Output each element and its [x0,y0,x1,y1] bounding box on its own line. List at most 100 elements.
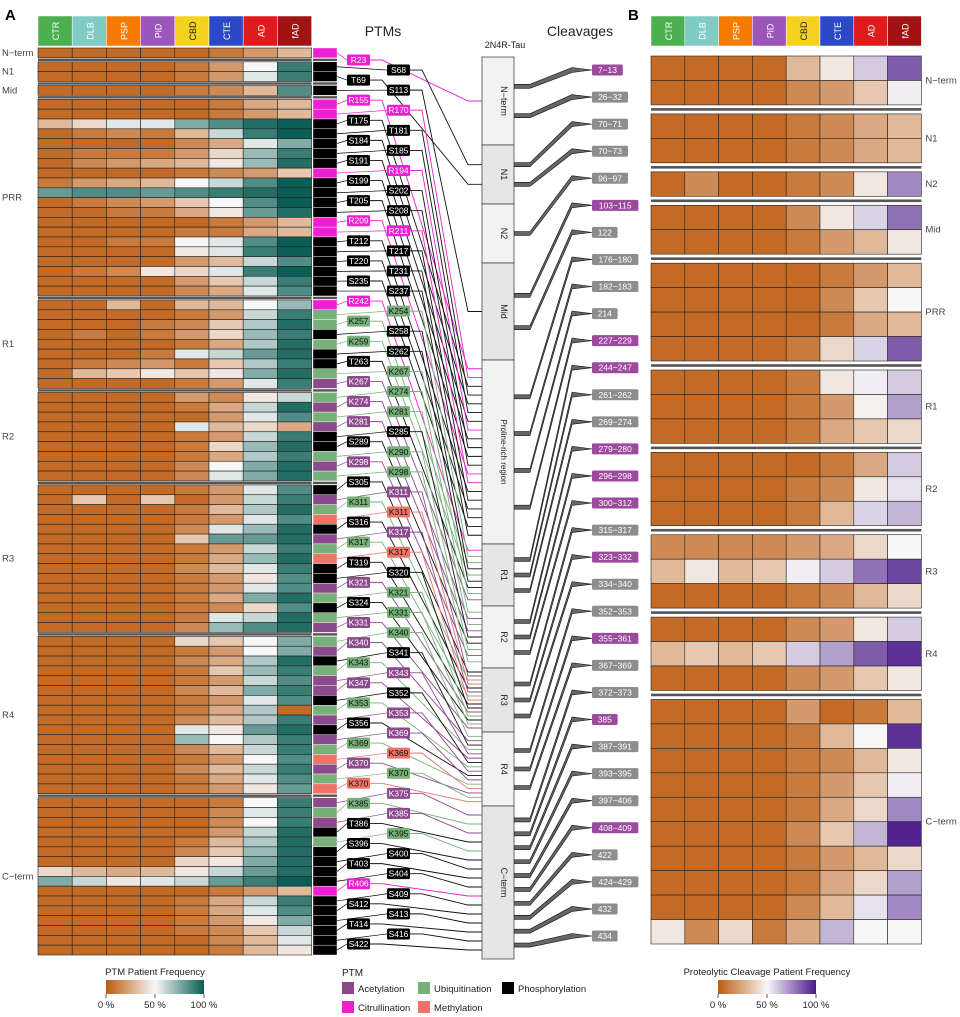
ptm-site-tag-bg [347,335,370,347]
panel-label-a: A [5,7,16,24]
ptm-heatmap-cell [174,905,210,916]
ptm-heatmap-cell [242,783,278,794]
ptm-heatmap-cell [242,128,278,139]
ptm-site-tag: R23 [347,54,370,66]
ptm-heatmap-cell [277,876,312,887]
ptm-strip-connector [336,501,348,510]
ptm-site-label: S68 [391,65,406,75]
ptm-type-strip-cell [312,925,338,936]
ptm-type-strip-cell [312,148,338,159]
cleavage-heatmap-cell [887,113,922,139]
cleavage-label: 408−409 [599,823,633,833]
ptm-strip-connector [336,531,388,540]
ptm-heatmap-cell [242,925,278,936]
ptm-heatmap-cell [208,431,244,442]
cleavage-heatmap-cell [684,476,719,502]
ptm-site-label: S316 [349,517,369,527]
ptm-heatmap-cell [71,935,107,946]
ptm-heatmap-cell [208,856,244,867]
ptm-heatmap-cell [37,944,73,956]
ptm-site-label: T205 [349,196,369,206]
cleavage-heatmap-cell [887,138,922,164]
ptm-heatmap-cell [71,256,107,267]
cleavage-label: 182−183 [599,282,633,292]
ptm-heatmap-cell [106,256,141,267]
ptm-heatmap-cell [174,533,210,545]
ptm-heatmap-cell [277,128,312,139]
ptm-site-tag-bg [387,325,410,337]
ptm-site-tag-bg [387,526,410,538]
ptm-heatmap-cell [71,636,107,647]
ptm-heatmap-cell [106,470,141,482]
ptm-protein-connector [410,591,482,717]
ptm-heatmap-cell [37,99,73,110]
cleavage-site-labels: 7−1326−3270−7170−7396−97103−115122176−18… [592,64,639,942]
ptm-protein-connector [370,501,482,681]
ptm-site-tag-bg [387,165,410,176]
ptm-heatmap-cell [277,826,312,838]
cleavage-heatmap-cell [752,699,787,725]
disease-header-label: CBD [799,21,809,41]
cleavage-heatmap-cell [819,55,855,81]
ptm-heatmap-cell [71,118,107,130]
cleavage-heatmap-cell [752,616,787,642]
cleavage-label: 122 [598,227,612,237]
ptm-site-label: S413 [389,909,409,919]
ptm-heatmap-cell [140,246,176,257]
ptm-site-tag-bg [347,54,370,66]
group-divider [313,58,337,62]
cleavage-group-label: N2 [925,179,937,190]
ptm-heatmap-cell [208,378,244,389]
ptm-site-tag: T386 [347,817,370,829]
ptm-heatmap-cell [174,636,210,647]
ptm-heatmap-cell [37,543,73,555]
ptm-protein-connector [410,491,482,677]
ptm-heatmap-cell [37,368,73,379]
ptm-heatmap-cell [37,401,73,413]
ptm-type-strip-cell [312,197,338,208]
cleavage-heatmap-cell [650,500,686,527]
ptm-heatmap-cell [242,329,278,340]
cleavage-tag-bg [592,605,639,617]
ptm-heatmap-cell [71,543,107,555]
ptm-heatmap-cell [174,763,210,775]
ptm-heatmap-cell [140,645,176,657]
ptm-type-strip-cell [312,138,338,149]
ptm-site-tag: R209 [347,215,370,227]
cleavage-tag: 122 [592,226,618,238]
cleavage-heatmap-cell [650,821,686,847]
panel-label-b: B [628,7,639,24]
ptm-heatmap-cell [71,915,107,926]
ptm-site-label: S185 [389,145,409,155]
ptm-strip-connector [336,913,388,921]
ptm-site-tag-bg [387,386,410,397]
cleavage-heatmap-cell [718,583,753,609]
ptm-site-tag: T181 [387,124,410,136]
ptm-heatmap-cell [106,935,141,946]
cleavage-tag-bg [592,389,639,401]
ptm-strip-connector [336,471,388,477]
cleavage-label: 367−369 [599,660,633,670]
ptm-heatmap-cell [277,411,312,423]
ptm-heatmap-cell [277,177,312,189]
ptm-heatmap-cell [106,724,141,736]
ptm-heatmap-cell [208,612,244,623]
ptm-heatmap-cell [140,612,176,623]
ptm-heatmap-cell [106,138,141,149]
ptm-heatmap-cell [277,754,312,765]
cleavage-heatmap-cell [853,336,888,362]
cleavage-heatmap-cell [718,113,753,139]
cleavage-heatmap-cell [718,394,753,420]
ptm-site-tag-bg [387,305,410,317]
group-divider [651,199,922,203]
ptm-site-tag-bg [347,114,370,126]
cleavage-label: 227−229 [599,336,633,346]
ptm-site-label: K321 [389,587,409,597]
ptm-heatmap-cell [71,421,107,433]
protein-domain-label: R1 [499,569,509,581]
ptm-strip-connector [336,682,348,691]
ptm-site-tag: T205 [347,195,370,207]
cleavage-heatmap-cell [752,171,787,197]
ptm-site-label: S184 [349,135,369,145]
ptm-protein-connector [410,531,482,693]
